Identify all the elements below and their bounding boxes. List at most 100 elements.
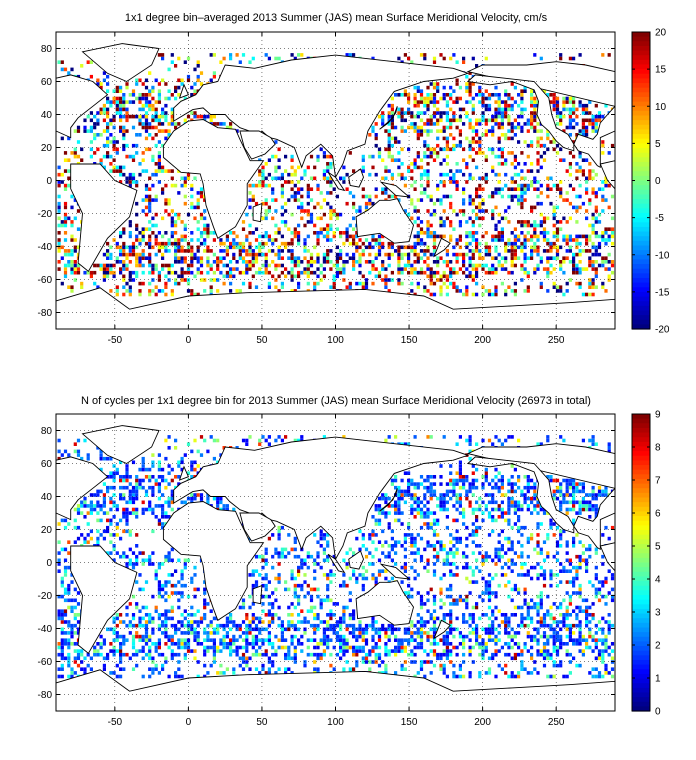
data-cell — [432, 231, 437, 235]
data-cell — [364, 194, 369, 199]
data-cell — [481, 263, 485, 268]
data-cell — [371, 165, 375, 170]
data-cell — [604, 260, 608, 264]
data-cell — [290, 256, 294, 260]
data-cell — [397, 252, 401, 257]
data-cell — [196, 660, 200, 664]
data-cell — [154, 172, 158, 177]
data-cell — [429, 292, 433, 297]
data-cell — [63, 569, 68, 573]
data-cell — [371, 245, 375, 250]
data-cell — [585, 609, 589, 613]
data-cell — [416, 285, 420, 289]
data-cell — [585, 129, 589, 133]
data-cell — [138, 573, 142, 577]
data-cell — [462, 187, 466, 191]
data-cell — [601, 234, 605, 239]
data-cell — [102, 642, 106, 646]
data-cell — [352, 256, 356, 260]
data-cell — [507, 241, 511, 246]
data-cell — [361, 634, 365, 639]
data-cell — [290, 172, 294, 177]
data-cell — [403, 183, 407, 188]
data-cell — [63, 249, 68, 253]
data-cell — [452, 674, 456, 679]
data-cell — [536, 602, 540, 606]
data-cell — [170, 234, 174, 239]
data-cell — [284, 267, 288, 271]
data-cell — [591, 216, 595, 221]
data-cell — [468, 241, 472, 246]
data-cell — [520, 125, 524, 130]
data-cell — [148, 656, 152, 661]
data-cell — [455, 212, 459, 217]
data-cell — [364, 652, 369, 657]
data-cell — [170, 216, 174, 221]
data-cell — [610, 231, 615, 235]
data-cell — [604, 649, 608, 653]
data-cell — [591, 260, 595, 264]
data-cell — [241, 249, 246, 253]
data-cell — [151, 231, 155, 235]
data-cell — [594, 631, 598, 635]
data-cell — [536, 652, 540, 657]
data-cell — [122, 241, 126, 246]
data-cell — [316, 645, 320, 650]
data-cell — [355, 660, 359, 664]
data-cell — [533, 602, 537, 606]
data-cell — [135, 663, 139, 668]
data-cell — [306, 652, 310, 657]
data-cell — [390, 270, 394, 275]
data-cell — [423, 187, 427, 191]
data-cell — [449, 118, 453, 123]
data-cell — [229, 260, 233, 264]
data-cell — [251, 56, 255, 61]
data-cell — [109, 289, 113, 293]
data-cell — [170, 231, 174, 235]
data-cell — [400, 125, 404, 130]
data-cell — [322, 652, 326, 657]
data-cell — [484, 154, 488, 159]
data-cell — [565, 580, 569, 584]
data-cell — [455, 162, 459, 166]
data-cell — [300, 205, 304, 210]
data-cell — [316, 154, 320, 159]
data-cell — [313, 165, 317, 170]
data-cell — [322, 212, 326, 217]
data-cell — [510, 587, 514, 592]
data-cell — [73, 238, 77, 242]
data-cell — [432, 620, 437, 624]
data-cell — [575, 252, 579, 257]
data-cell — [274, 169, 278, 173]
data-cell — [125, 85, 129, 90]
data-cell — [468, 71, 472, 75]
data-cell — [135, 634, 139, 639]
data-cell — [452, 663, 456, 668]
data-cell — [241, 645, 246, 650]
data-cell — [352, 263, 356, 268]
data-cell — [419, 638, 424, 642]
data-cell — [316, 201, 320, 206]
data-cell — [510, 125, 514, 130]
data-cell — [245, 660, 249, 664]
data-cell — [439, 285, 443, 289]
data-cell — [293, 652, 297, 657]
data-cell — [504, 183, 508, 188]
data-cell — [303, 172, 307, 177]
data-cell — [248, 191, 252, 195]
data-cell — [115, 663, 119, 668]
data-cell — [235, 623, 239, 628]
data-cell — [526, 274, 530, 279]
data-cell — [604, 231, 608, 235]
data-cell — [254, 201, 259, 206]
data-cell — [361, 660, 365, 664]
data-cell — [306, 201, 310, 206]
data-cell — [309, 176, 314, 181]
data-cell — [138, 238, 142, 242]
data-cell — [497, 136, 501, 141]
data-cell — [267, 285, 271, 289]
data-cell — [413, 249, 417, 253]
data-cell — [164, 631, 168, 635]
data-cell — [209, 285, 213, 289]
data-cell — [475, 631, 479, 635]
